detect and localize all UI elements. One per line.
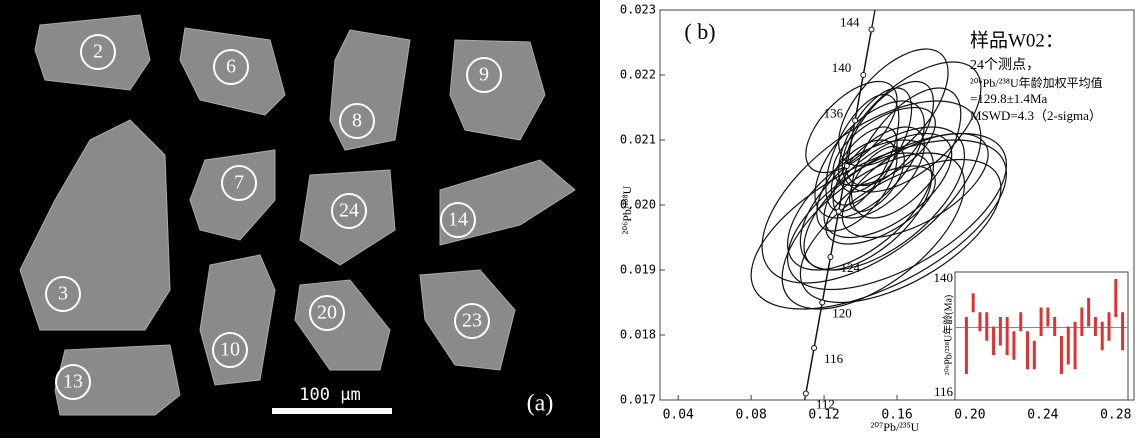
age-label: 136: [824, 105, 844, 120]
panel-label: ( b): [684, 19, 715, 44]
grain-label: 13: [63, 371, 83, 393]
age-marker: [803, 391, 808, 396]
x-tick-label: 0.20: [954, 408, 985, 423]
inset-tick-label: 140: [934, 270, 954, 285]
y-tick-label: 0.023: [620, 3, 656, 17]
grain-label: 2: [93, 41, 103, 63]
age-marker: [820, 300, 825, 305]
grain-label: 23: [462, 310, 482, 332]
notes: 样品W02： 24个测点， ²⁰⁶Pb/²³⁸U年龄加权平均值=129.8±1.4M…: [970, 29, 1103, 123]
age-label: 120: [832, 305, 852, 320]
age-marker: [812, 346, 817, 351]
panel-label: (a): [527, 391, 554, 417]
age-marker: [861, 73, 866, 78]
age-label: 144: [840, 14, 860, 29]
age-label: 116: [824, 351, 844, 366]
x-tick-label: 0.08: [735, 408, 766, 423]
age-label: 112: [816, 396, 835, 411]
note: 24个测点，: [970, 57, 1040, 73]
note: ²⁰⁶Pb/²³⁸U年龄加权平均值: [970, 75, 1103, 90]
age-marker: [869, 27, 874, 32]
grain-label: 6: [226, 56, 236, 78]
x-tick-label: 0.28: [1100, 408, 1131, 423]
inset-y-label: ²⁰⁶Pb/²³⁸U年龄(Ma): [941, 295, 954, 376]
y-tick-label: 0.019: [620, 263, 656, 277]
error-ellipse: [776, 100, 989, 297]
grain-label: 24: [339, 200, 359, 222]
grain-label: 14: [448, 209, 468, 231]
y-tick-label: 0.017: [620, 393, 656, 407]
y-tick-label: 0.020: [620, 198, 656, 212]
y-tick-label: 0.018: [620, 328, 656, 342]
grain-label: 20: [317, 302, 337, 324]
grain-label: 10: [220, 339, 240, 361]
age-label: 140: [832, 60, 852, 75]
grain-label: 7: [234, 172, 244, 194]
age-marker: [828, 255, 833, 260]
age-marker: [836, 209, 841, 214]
age-label: 124: [840, 260, 860, 275]
figure: 100 μm (a) ( b) ²⁰⁷Pb/²³⁵U ²⁰⁶Pb/²³⁸U 样品…: [0, 0, 1144, 438]
note: MSWD=4.3（2-sigma）: [970, 108, 1102, 123]
note: 样品W02：: [970, 29, 1064, 51]
y-tick-label: 0.021: [620, 133, 656, 147]
x-tick-label: 0.24: [1027, 408, 1058, 423]
grain-label: 3: [58, 283, 68, 305]
grain-label: 9: [479, 64, 489, 86]
age-marker: [844, 164, 849, 169]
age-marker: [853, 118, 858, 123]
x-tick-label: 0.16: [881, 408, 912, 423]
x-tick-label: 0.04: [663, 408, 694, 423]
scale-label: 100 μm: [299, 385, 360, 405]
y-tick-label: 0.022: [620, 68, 656, 82]
grain-label: 8: [352, 110, 362, 132]
inset-tick-label: 116: [934, 384, 954, 399]
note: =129.8±1.4Ma: [970, 91, 1048, 106]
